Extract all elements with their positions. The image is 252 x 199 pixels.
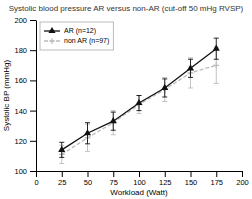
y-tick: 140 [14, 107, 36, 116]
legend: AR (n=12) non AR (n=97) [40, 22, 113, 50]
y-axis-line [36, 21, 37, 172]
x-tick-label: 150 [185, 178, 198, 187]
y-tick: 180 [14, 46, 36, 55]
series-line [62, 65, 217, 154]
x-axis-label: Workload (Watt) [110, 188, 168, 197]
y-tick: 200 [14, 16, 36, 25]
x-tick-mark [62, 171, 63, 177]
series [59, 47, 220, 163]
y-tick: 100 [14, 167, 36, 176]
x-tick: 150 [185, 171, 198, 187]
point [213, 45, 220, 51]
plot-area [58, 38, 220, 163]
point [84, 129, 91, 135]
x-tick-label: 100 [133, 178, 146, 187]
legend-marker [49, 38, 55, 44]
y-tick-label: 160 [14, 76, 27, 85]
x-tick-label: 125 [159, 178, 172, 187]
legend-marker [48, 27, 55, 33]
legend-label: non AR (n=97) [64, 37, 109, 45]
y-axis-label: Systolic BP (mmHg) [2, 59, 11, 131]
x-tick-label: 200 [236, 178, 249, 187]
point [161, 84, 168, 90]
x-tick: 50 [84, 171, 92, 187]
y-tick: 120 [14, 137, 36, 146]
legend-item: AR (n=12) [44, 27, 96, 36]
point [213, 62, 219, 68]
point [58, 146, 65, 152]
y-tick-label: 200 [14, 16, 27, 25]
x-axis: 0 25 50 75 100 125 150 175 200 [34, 171, 248, 187]
x-tick-mark [216, 171, 217, 177]
x-tick-label: 0 [34, 178, 38, 187]
x-tick: 125 [159, 171, 172, 187]
y-tick-mark [30, 141, 36, 142]
chart: Systolic blood pressure AR versus non-AR… [0, 0, 252, 199]
x-tick-mark [139, 171, 140, 177]
series [58, 38, 220, 157]
legend-label: AR (n=12) [64, 27, 96, 35]
x-tick-mark [113, 171, 114, 177]
series-line [62, 49, 217, 150]
y-tick-mark [30, 80, 36, 81]
x-tick-label: 175 [210, 178, 223, 187]
y-tick-label: 140 [14, 107, 27, 116]
y-tick-label: 100 [14, 167, 27, 176]
x-tick: 0 [34, 171, 38, 187]
point [135, 99, 142, 105]
title: Systolic blood pressure AR versus non-AR… [9, 4, 244, 13]
y-axis: 100 120 140 160 180 200 [14, 16, 36, 176]
point [110, 117, 117, 123]
x-tick-mark [36, 171, 37, 177]
y-tick-mark [30, 111, 36, 112]
y-tick-label: 120 [14, 137, 27, 146]
y-tick-mark [30, 171, 36, 172]
y-tick-mark [30, 20, 36, 21]
y-tick-label: 180 [14, 46, 27, 55]
y-tick-mark [30, 50, 36, 51]
x-tick: 100 [133, 171, 146, 187]
legend-item: non AR (n=97) [44, 37, 109, 45]
error-bar [188, 58, 193, 88]
x-tick: 75 [110, 171, 118, 187]
x-tick: 175 [210, 171, 223, 187]
y-tick: 160 [14, 76, 36, 85]
point [187, 64, 194, 70]
x-tick-mark [88, 171, 89, 177]
x-tick-label: 50 [84, 178, 92, 187]
x-tick-mark [191, 171, 192, 177]
legend-box [40, 22, 113, 50]
x-tick-mark [242, 171, 243, 177]
x-tick-label: 75 [110, 178, 118, 187]
x-tick-label: 25 [58, 178, 66, 187]
x-tick: 25 [58, 171, 66, 187]
x-tick: 200 [236, 171, 249, 187]
x-tick-mark [165, 171, 166, 177]
